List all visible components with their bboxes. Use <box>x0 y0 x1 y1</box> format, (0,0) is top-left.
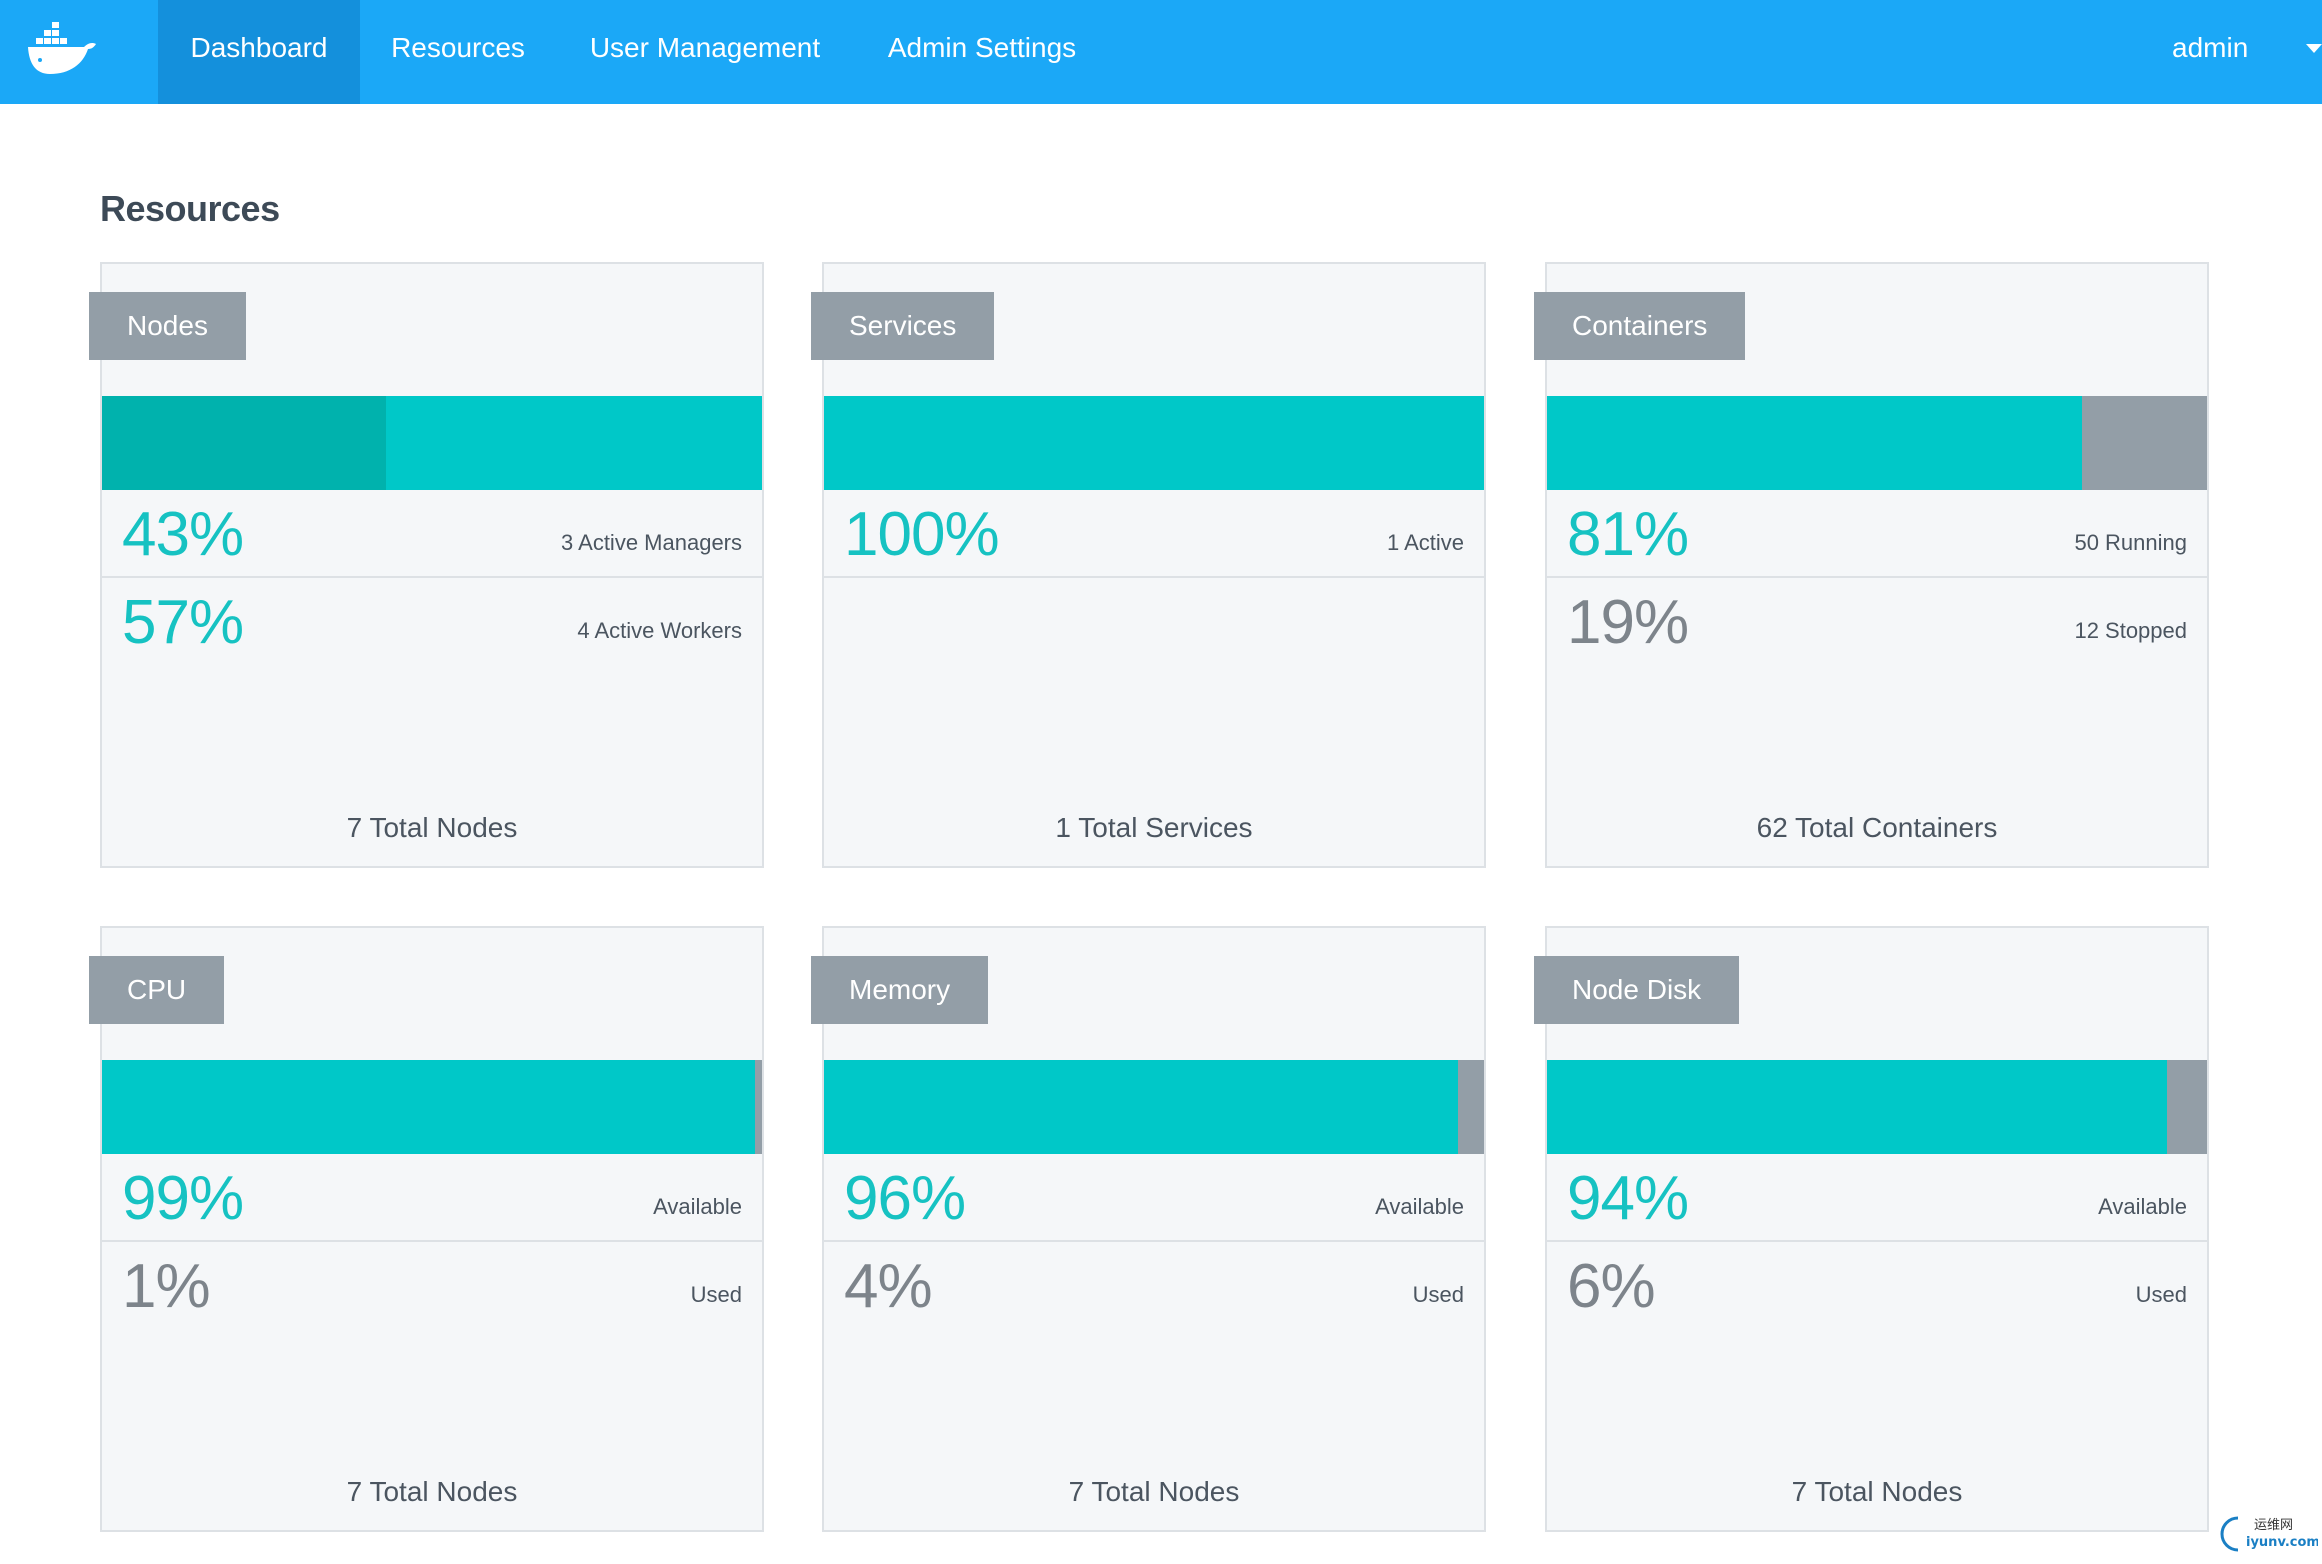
stat-description: Used <box>1412 1282 1464 1307</box>
stat-percent: 100% <box>844 500 1000 569</box>
usage-bar <box>824 396 1484 490</box>
card-total: 7 Total Nodes <box>1791 1476 1963 1507</box>
stat-description: Available <box>1375 1194 1464 1219</box>
usage-bar <box>102 396 762 490</box>
stat-percent: 96% <box>844 1164 966 1233</box>
stat-row: 99% Available <box>102 1154 762 1242</box>
watermark-logo: 运维网 iyunv.com <box>2220 1516 2318 1552</box>
card-total: 7 Total Nodes <box>1068 1476 1240 1507</box>
stat-percent: 4% <box>844 1252 933 1321</box>
top-navbar: Dashboard Resources User Management Admi… <box>0 0 2322 104</box>
stat-row: 4% Used <box>824 1242 1484 1328</box>
stat-row: 81% 50 Running <box>1547 490 2207 578</box>
card-label: CPU <box>89 956 225 1024</box>
card-label: Memory <box>811 956 989 1024</box>
nav-user-management[interactable]: User Management <box>589 32 821 63</box>
usage-bar <box>824 1060 1484 1154</box>
watermark-swirl-icon <box>2220 1516 2239 1552</box>
stat-description: Available <box>2098 1194 2187 1219</box>
stat-description: Used <box>690 1282 742 1307</box>
bar-fill <box>824 396 1484 490</box>
bar-split <box>102 396 386 490</box>
stat-row: 57% 4 Active Workers <box>102 578 762 664</box>
card-total: 7 Total Nodes <box>346 812 518 843</box>
card-total: 62 Total Containers <box>1756 812 1998 843</box>
stat-percent: 81% <box>1567 500 1689 569</box>
nav-resources[interactable]: Resources <box>391 32 525 63</box>
stat-percent: 1% <box>122 1252 211 1321</box>
bar-fill <box>824 1060 1458 1154</box>
stat-description: 50 Running <box>2074 530 2187 555</box>
watermark-line2: iyunv.com <box>2246 1535 2318 1550</box>
card-label: Services <box>811 292 995 360</box>
page-title: Resources <box>100 188 280 229</box>
card-services: Services 100% 1 Active 1 Total Services <box>811 262 1486 868</box>
usage-bar <box>1547 1060 2207 1154</box>
stat-percent: 6% <box>1567 1252 1656 1321</box>
card-node-disk: Node Disk 94% Available 6% Used 7 Total … <box>1534 926 2209 1532</box>
chevron-down-icon <box>2306 44 2322 53</box>
stat-percent: 43% <box>122 500 244 569</box>
bar-fill <box>1547 396 2082 490</box>
nav-admin-settings[interactable]: Admin Settings <box>887 32 1077 63</box>
usage-bar <box>102 1060 762 1154</box>
stat-row: 96% Available <box>824 1154 1484 1242</box>
username-label: admin <box>2172 32 2249 63</box>
stat-description: 12 Stopped <box>2074 618 2187 643</box>
stat-description: Used <box>2135 1282 2187 1307</box>
card-label: Nodes <box>89 292 246 360</box>
card-cpu: CPU 99% Available 1% Used 7 Total Nodes <box>89 926 764 1532</box>
stat-description: 3 Active Managers <box>561 530 742 555</box>
stat-row: 100% 1 Active <box>824 490 1484 578</box>
bar-fill <box>102 1060 755 1154</box>
card-label: Node Disk <box>1534 956 1740 1024</box>
card-total: 7 Total Nodes <box>346 1476 518 1507</box>
card-total: 1 Total Services <box>1055 812 1253 843</box>
stat-row: 94% Available <box>1547 1154 2207 1242</box>
stat-row: 1% Used <box>102 1242 762 1328</box>
stat-percent: 99% <box>122 1164 244 1233</box>
card-label: Containers <box>1534 292 1746 360</box>
stat-description: 1 Active <box>1386 530 1464 555</box>
watermark-line1: 运维网 <box>2254 1518 2293 1533</box>
docker-whale-logo-icon[interactable] <box>26 20 100 80</box>
bar-fill <box>1547 1060 2167 1154</box>
stat-percent: 57% <box>122 588 244 657</box>
stat-row: 19% 12 Stopped <box>1547 578 2207 664</box>
card-nodes: Nodes 43% 3 Active Managers 57% 4 Active… <box>89 262 764 868</box>
stat-row: 6% Used <box>1547 1242 2207 1328</box>
card-memory: Memory 96% Available 4% Used 7 Total Nod… <box>811 926 1486 1532</box>
user-menu[interactable]: admin <box>2172 0 2322 104</box>
nav-dashboard[interactable]: Dashboard <box>158 0 360 104</box>
stat-row: 43% 3 Active Managers <box>102 490 762 578</box>
stat-percent: 19% <box>1567 588 1689 657</box>
stat-description: 4 Active Workers <box>577 618 742 643</box>
stat-percent: 94% <box>1567 1164 1689 1233</box>
card-containers: Containers 81% 50 Running 19% 12 Stopped… <box>1534 262 2209 868</box>
stat-description: Available <box>653 1194 742 1219</box>
usage-bar <box>1547 396 2207 490</box>
